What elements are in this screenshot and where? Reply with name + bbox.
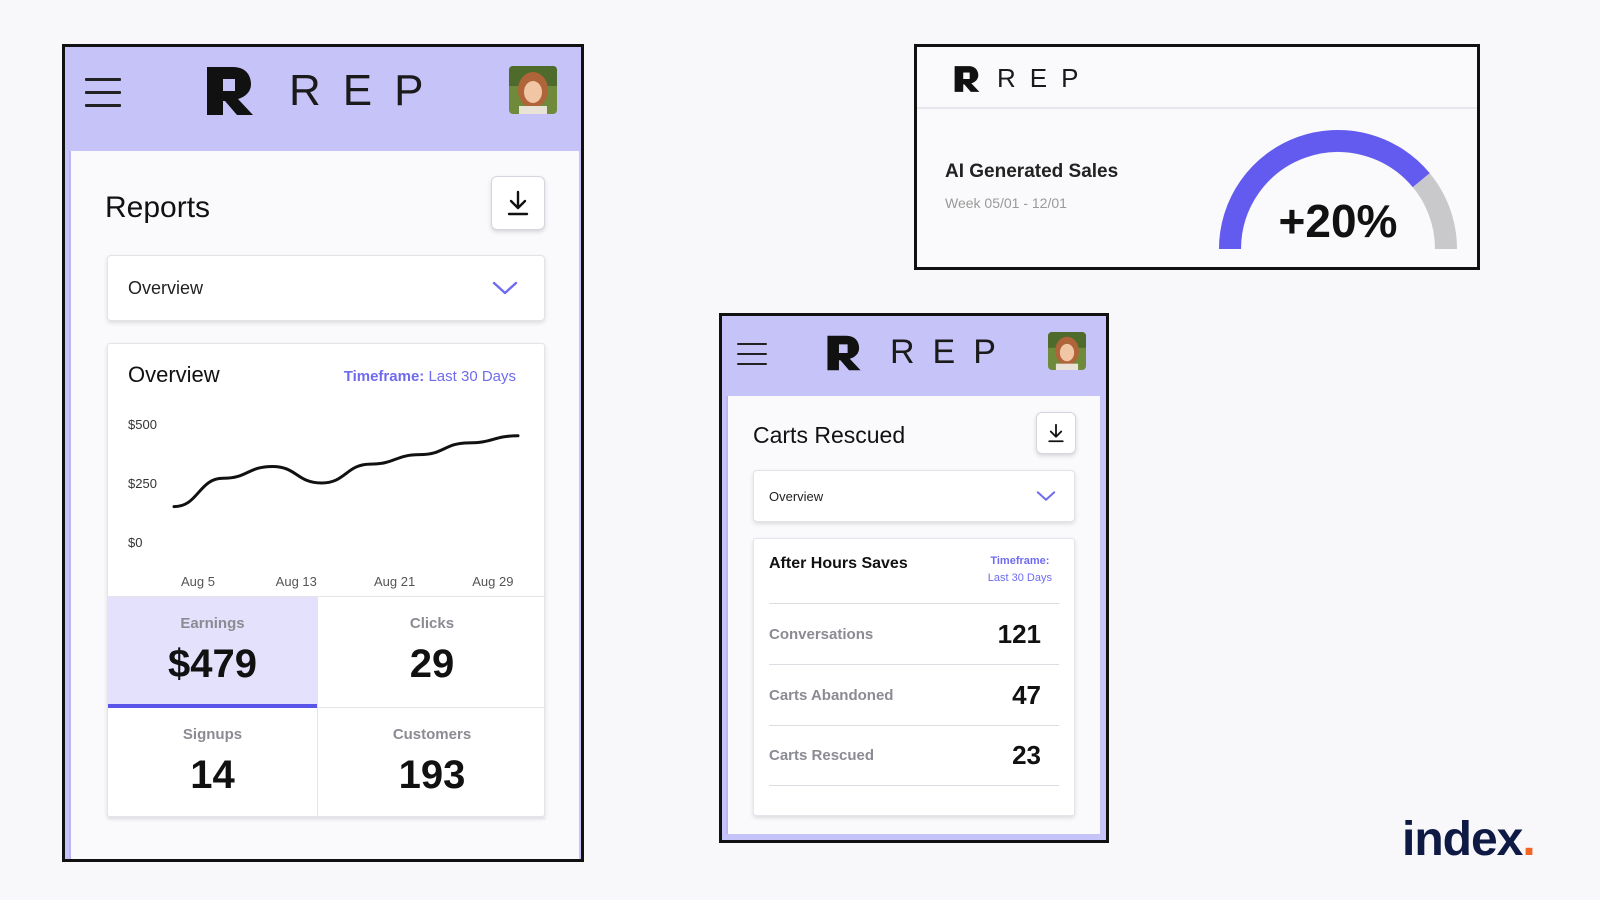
app-header: REP	[722, 316, 1106, 396]
logo-text: REP	[289, 66, 446, 115]
carts-phone-screen: REP Carts Rescued Overview After Hours S…	[719, 313, 1109, 843]
card-title: After Hours Saves	[769, 555, 908, 572]
download-button[interactable]	[491, 176, 545, 230]
stat-value: 47	[1012, 679, 1041, 710]
timeframe[interactable]: Timeframe: Last 30 Days	[988, 553, 1052, 587]
metric-clicks[interactable]: Clicks 29	[318, 597, 546, 708]
app-header: REP	[65, 47, 581, 151]
y-tick-label: $250	[128, 476, 157, 491]
reports-phone-screen: REP Reports Overview Overview Timeframe:	[62, 44, 584, 862]
stat-value: 121	[997, 618, 1041, 649]
rep-logo[interactable]: REP	[826, 333, 1014, 372]
timeframe-label: Timeframe:	[343, 368, 425, 385]
brand-text: index	[1402, 813, 1523, 866]
metric-customers[interactable]: Customers 193	[318, 708, 546, 819]
x-tick-label: Aug 29	[472, 574, 513, 589]
chevron-down-icon	[1036, 491, 1056, 501]
download-button[interactable]	[1036, 412, 1076, 454]
y-tick-label: $0	[128, 535, 142, 550]
list-item: Carts Abandoned 47	[769, 664, 1059, 725]
gauge-value: +20%	[1279, 195, 1398, 247]
select-value: Overview	[769, 488, 824, 504]
select-value: Overview	[128, 277, 204, 298]
metric-earnings[interactable]: Earnings $479	[108, 597, 318, 708]
metrics-grid: Earnings $479 Clicks 29 Signups 14 Custo…	[108, 596, 546, 819]
rep-logo[interactable]: REP	[205, 65, 445, 117]
report-type-select[interactable]: Overview	[107, 255, 545, 321]
after-hours-card: After Hours Saves Timeframe: Last 30 Day…	[753, 538, 1075, 816]
rep-logo-mark-icon	[827, 335, 861, 370]
stats-list: Conversations 121 Carts Abandoned 47 Car…	[769, 603, 1059, 786]
widget-title: AI Generated Sales	[945, 161, 1119, 182]
stat-label: Carts Rescued	[769, 747, 875, 764]
stat-label: Carts Abandoned	[769, 686, 894, 704]
list-item: Conversations 121	[769, 603, 1059, 664]
menu-icon[interactable]	[85, 78, 121, 107]
timeframe-value: Last 30 Days	[987, 572, 1052, 584]
overview-card: Overview Timeframe: Last 30 Days $500 $25…	[107, 343, 546, 819]
metric-value: $479	[168, 642, 257, 686]
overview-line-chart: $500 $250 $0 Aug 5 Aug 13 Aug 21 Aug 29	[128, 417, 520, 589]
x-tick-label: Aug 5	[181, 574, 215, 589]
timeframe-value: Last 30 Days	[428, 368, 516, 385]
metric-value: 193	[398, 753, 466, 797]
rep-logo-mark-icon	[207, 67, 253, 115]
metric-value: 14	[190, 753, 235, 797]
stat-label: Conversations	[769, 625, 874, 643]
metric-label: Earnings	[180, 615, 245, 632]
menu-icon[interactable]	[737, 343, 767, 365]
page-title: Carts Rescued	[753, 422, 906, 448]
brand-dot: .	[1522, 813, 1535, 866]
x-tick-label: Aug 13	[276, 574, 317, 589]
logo-text: REP	[890, 333, 1014, 371]
chevron-down-icon	[492, 281, 518, 295]
metric-label: Customers	[392, 726, 472, 743]
download-icon	[507, 190, 529, 216]
avatar[interactable]	[509, 66, 557, 114]
download-icon	[1048, 423, 1064, 443]
list-item: Carts Rescued 23	[769, 725, 1059, 786]
rep-logo[interactable]: REP	[953, 63, 1092, 94]
metric-label: Clicks	[409, 615, 455, 632]
y-tick-label: $500	[128, 417, 157, 432]
page-title: Reports	[105, 191, 211, 224]
metric-value: 29	[409, 642, 455, 686]
index-brand-logo: index.	[1402, 812, 1536, 867]
ai-sales-widget: REP AI Generated Sales Week 05/01 - 12/0…	[914, 44, 1480, 270]
report-type-select[interactable]: Overview	[753, 470, 1075, 522]
widget-date-range: Week 05/01 - 12/01	[945, 195, 1067, 211]
gauge-fill	[1219, 130, 1430, 249]
timeframe-label: Timeframe:	[990, 555, 1050, 567]
stat-value: 23	[1012, 740, 1041, 770]
rep-logo-mark-icon	[954, 65, 980, 92]
reports-content: Reports Overview Overview Timeframe: Las…	[69, 151, 579, 859]
widget-header: REP	[917, 47, 1477, 109]
series-line	[172, 434, 520, 509]
logo-text: REP	[997, 63, 1093, 93]
metric-signups[interactable]: Signups 14	[108, 708, 318, 819]
overview-title: Overview	[128, 362, 220, 387]
avatar[interactable]	[1048, 332, 1086, 370]
sales-gauge: +20%	[1219, 130, 1457, 249]
x-tick-label: Aug 21	[374, 574, 415, 589]
timeframe[interactable]: Timeframe: Last 30 Days	[344, 368, 516, 385]
carts-content: Carts Rescued Overview After Hours Saves…	[726, 396, 1100, 834]
metric-label: Signups	[182, 726, 243, 743]
